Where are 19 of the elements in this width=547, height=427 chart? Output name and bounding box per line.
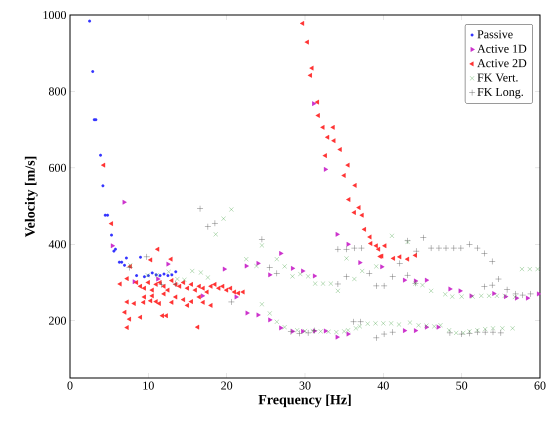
legend-label: Active 2D [477,59,526,68]
legend-label: Active 1D [477,44,526,53]
y-tick-label: 800 [48,87,66,96]
x-tick-label: 0 [67,382,73,390]
y-axis-title: Velocity [m/s] [24,156,38,238]
x-tick-label: 50 [456,382,468,390]
legend-label: FK Vert. [477,74,518,82]
x-tick-label: 60 [534,382,546,390]
legend-label: Passive [477,30,513,38]
x-axis-title: Frequency [Hz] [258,394,351,408]
x-tick-label: 40 [378,382,389,390]
y-tick-label: 600 [48,164,66,172]
y-tick-label: 400 [48,240,66,248]
x-tick-label: 10 [143,382,154,390]
legend-label: FK Long. [477,88,523,98]
x-tick-label: 20 [221,382,232,390]
y-tick-label: 200 [49,316,66,325]
x-tick-label: 30 [300,382,311,390]
y-tick-label: 1000 [44,10,66,20]
